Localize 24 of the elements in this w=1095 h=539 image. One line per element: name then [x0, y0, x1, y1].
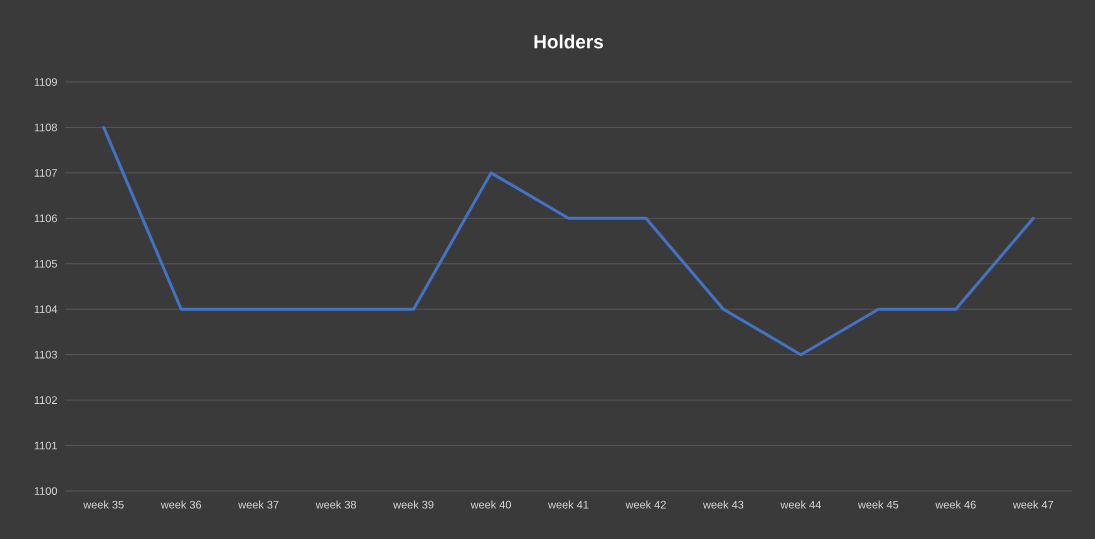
x-tick-label: week 43 — [703, 500, 744, 509]
y-tick-label: 1103 — [34, 350, 57, 359]
y-tick-label: 1104 — [34, 305, 58, 314]
y-tick-label: 1105 — [34, 259, 58, 268]
y-tick-label: 1106 — [34, 214, 57, 223]
x-tick-label: week 42 — [625, 500, 666, 509]
y-tick-label: 1102 — [34, 396, 57, 404]
y-tick-label: 1107 — [34, 169, 57, 177]
y-tick-label: 1109 — [34, 78, 57, 86]
x-tick-label: week 41 — [548, 500, 589, 509]
x-tick-label: week 44 — [780, 500, 821, 509]
x-tick-label: week 35 — [83, 500, 124, 509]
y-tick-label: 1108 — [34, 123, 57, 132]
y-tick-label: 1101 — [34, 441, 57, 450]
chart-title: Holders — [534, 34, 603, 49]
x-tick-label: week 38 — [315, 500, 357, 509]
x-tick-label: week 46 — [935, 500, 976, 509]
x-tick-label: week 40 — [470, 500, 511, 509]
x-tick-label: week 36 — [160, 500, 202, 509]
x-tick-label: week 37 — [238, 500, 279, 509]
x-tick-label: week 45 — [857, 500, 899, 509]
x-tick-label: week 47 — [1012, 500, 1054, 509]
x-tick-label: week 39 — [393, 500, 434, 509]
y-tick-label: 1100 — [34, 487, 58, 495]
